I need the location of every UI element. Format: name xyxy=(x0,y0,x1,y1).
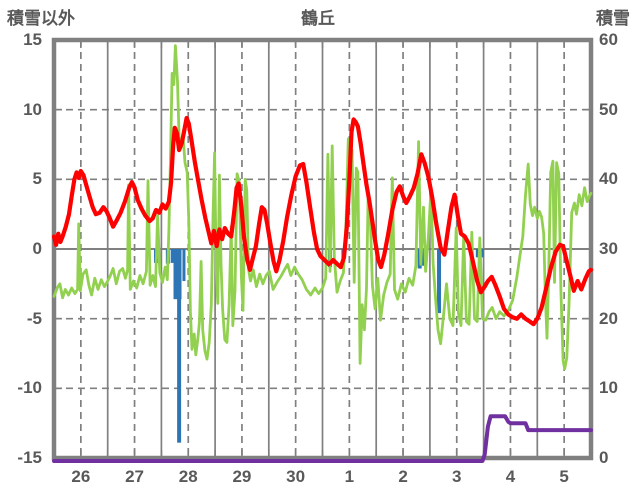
left-axis-title: 積雪以外 xyxy=(7,9,75,28)
x-axis-tick-label: 4 xyxy=(505,467,516,486)
precipitation-bars-bar xyxy=(177,249,182,443)
right-axis-tick-label: 20 xyxy=(599,308,618,328)
precipitation-bars-bar xyxy=(437,249,442,314)
right-axis-tick-label: 50 xyxy=(599,99,618,119)
right-axis-tick-label: 40 xyxy=(599,169,618,189)
x-axis-tick-label: 3 xyxy=(452,467,462,486)
red-line xyxy=(51,115,594,327)
left-axis-tick-label: 5 xyxy=(32,169,42,189)
left-axis-tick-label: 15 xyxy=(23,30,42,49)
x-axis-tick-label: 26 xyxy=(71,467,91,486)
precipitation-bars-bar xyxy=(170,249,175,263)
right-axis-tick-label: 10 xyxy=(599,378,618,398)
left-axis-tick-label: 0 xyxy=(32,239,42,258)
x-axis-tick-label: 29 xyxy=(232,467,252,486)
right-axis-tick-label: 60 xyxy=(599,30,618,49)
x-axis-tick-label: 1 xyxy=(344,467,355,486)
x-axis-tick-label: 30 xyxy=(286,467,306,486)
left-axis-tick-label: 10 xyxy=(23,99,42,119)
x-axis-tick-label: 28 xyxy=(178,467,198,486)
left-axis-tick-label: -15 xyxy=(17,448,42,467)
chart-title: 鶴丘 xyxy=(301,9,335,28)
green-line xyxy=(52,44,593,371)
left-axis-tick-label: -5 xyxy=(26,308,42,328)
plot-border xyxy=(51,37,594,461)
left-axis-tick-label: -10 xyxy=(17,378,42,398)
precipitation-bars-bar xyxy=(182,249,186,282)
x-axis-tick-label: 2 xyxy=(398,467,408,486)
x-axis-tick-label: 27 xyxy=(125,467,144,486)
right-axis-tick-label: 30 xyxy=(599,239,618,258)
right-axis-tick-label: 0 xyxy=(599,448,609,467)
right-axis-title: 積雪 xyxy=(596,9,630,28)
x-axis-tick-label: 5 xyxy=(559,467,569,486)
snow-depth-line xyxy=(52,414,593,463)
precipitation-bars-bar xyxy=(421,249,425,266)
